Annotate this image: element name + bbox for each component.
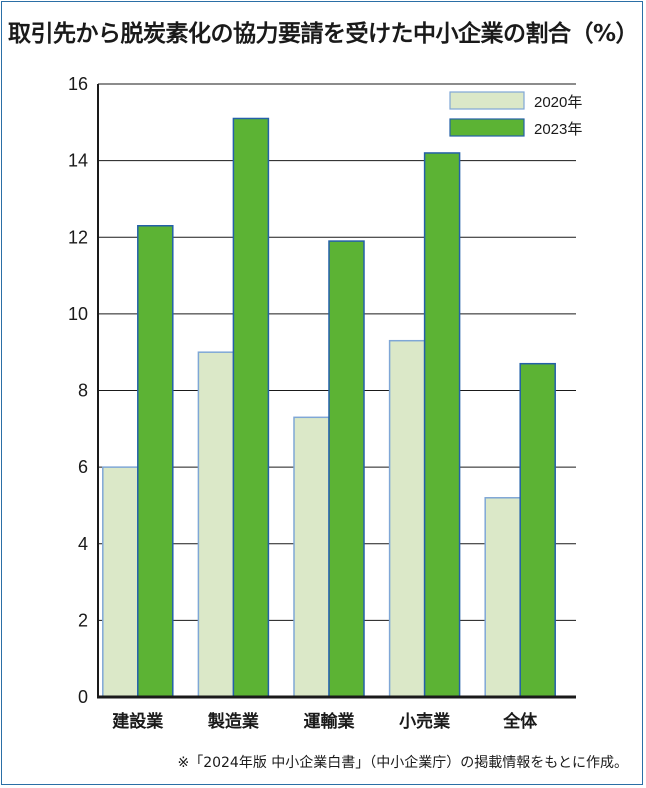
legend-swatch-0	[449, 91, 525, 110]
y-tick-label: 16	[68, 74, 88, 94]
x-category-label: 建設業	[112, 711, 163, 732]
y-tick-label: 6	[78, 457, 88, 477]
y-tick-label: 10	[68, 304, 88, 324]
x-category-label: 小売業	[399, 711, 450, 732]
bar-2023-2	[328, 240, 365, 698]
y-tick-label: 8	[78, 381, 88, 401]
chart-title: 取引先から脱炭素化の協力要請を受けた中小企業の割合（%）	[7, 21, 639, 47]
bar-2020-3	[388, 339, 426, 698]
bar-2023-0	[137, 225, 174, 698]
legend-label-1: 2023年	[534, 121, 582, 138]
bar-2023-1	[232, 117, 270, 698]
bar-2023-4	[519, 362, 556, 698]
source-note: ※「2024年版 中小企業白書」（中小企業庁）の掲載情報をもとに作成。	[177, 755, 628, 771]
y-tick-label: 4	[78, 534, 88, 554]
legend-swatch-1	[449, 118, 525, 137]
bar-2020-1	[197, 351, 235, 698]
bar-2023-3	[423, 152, 461, 698]
x-category-label: 運輸業	[304, 711, 355, 732]
bar-2020-4	[484, 497, 521, 698]
y-tick-label: 14	[68, 151, 88, 171]
bar-2020-2	[293, 416, 330, 698]
legend-label-0: 2020年	[534, 94, 582, 111]
y-tick-label: 0	[78, 687, 88, 707]
x-category-label: 製造業	[207, 711, 259, 732]
y-tick-label: 2	[78, 610, 88, 630]
x-category-label: 全体	[502, 711, 538, 732]
bar-2020-0	[102, 466, 139, 698]
y-tick-label: 12	[68, 227, 88, 247]
